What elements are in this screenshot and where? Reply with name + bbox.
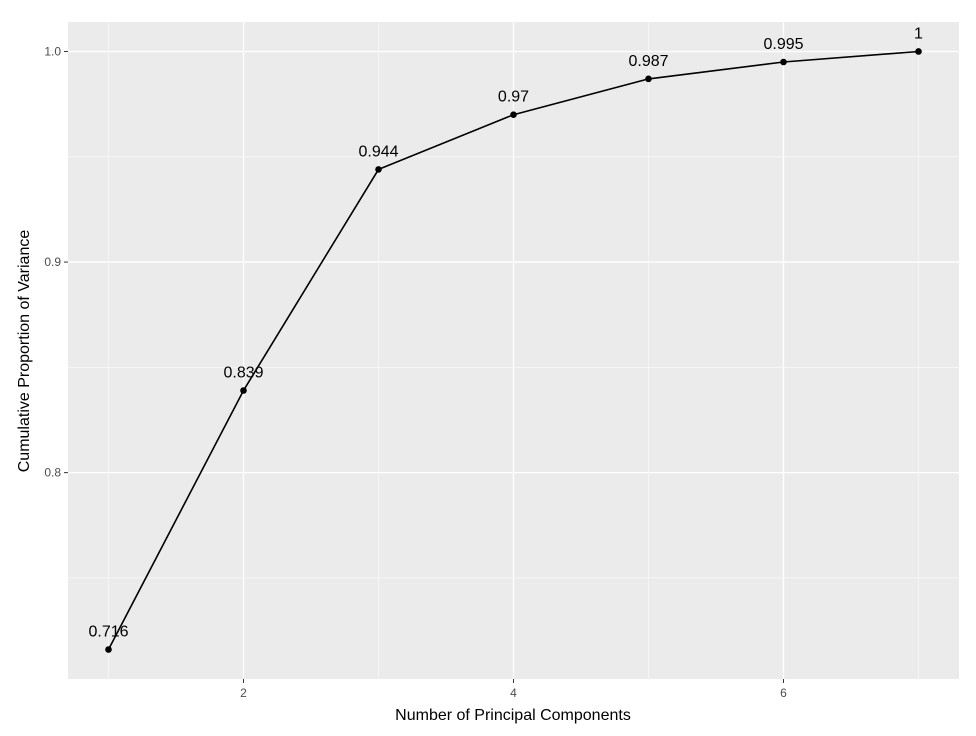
data-point [510, 111, 517, 118]
data-point [240, 387, 247, 394]
y-tick-label: 0.8 [44, 466, 61, 480]
data-point [645, 75, 652, 83]
data-labels: 0.716 0.839 0.944 0.97 0.987 0.995 1 [88, 25, 923, 640]
data-label: 0.995 [763, 36, 803, 53]
axis-ticks: 2 4 6 0.8 0.9 1.0 [44, 44, 787, 700]
minor-x-gridlines [108, 22, 919, 679]
x-tick-label: 2 [240, 686, 247, 700]
x-tick-label: 4 [510, 686, 517, 700]
data-label: 1 [914, 25, 923, 42]
data-label: 0.839 [223, 365, 263, 382]
data-label: 0.944 [358, 143, 398, 160]
major-y-gridlines [68, 50, 959, 474]
major-x-gridlines [242, 22, 785, 679]
data-point [105, 646, 112, 653]
y-tick-label: 0.9 [44, 255, 61, 269]
data-point [915, 48, 922, 55]
data-label: 0.97 [498, 89, 529, 106]
data-point [375, 166, 382, 173]
y-axis-title: Cumulative Proportion of Variance [16, 230, 33, 473]
x-tick-label: 6 [780, 686, 787, 700]
data-label: 0.987 [628, 53, 668, 70]
data-point [780, 58, 787, 66]
data-points [105, 48, 922, 653]
x-axis-title: Number of Principal Components [395, 707, 631, 724]
y-tick-label: 1.0 [44, 44, 61, 58]
data-label: 0.716 [88, 624, 128, 641]
